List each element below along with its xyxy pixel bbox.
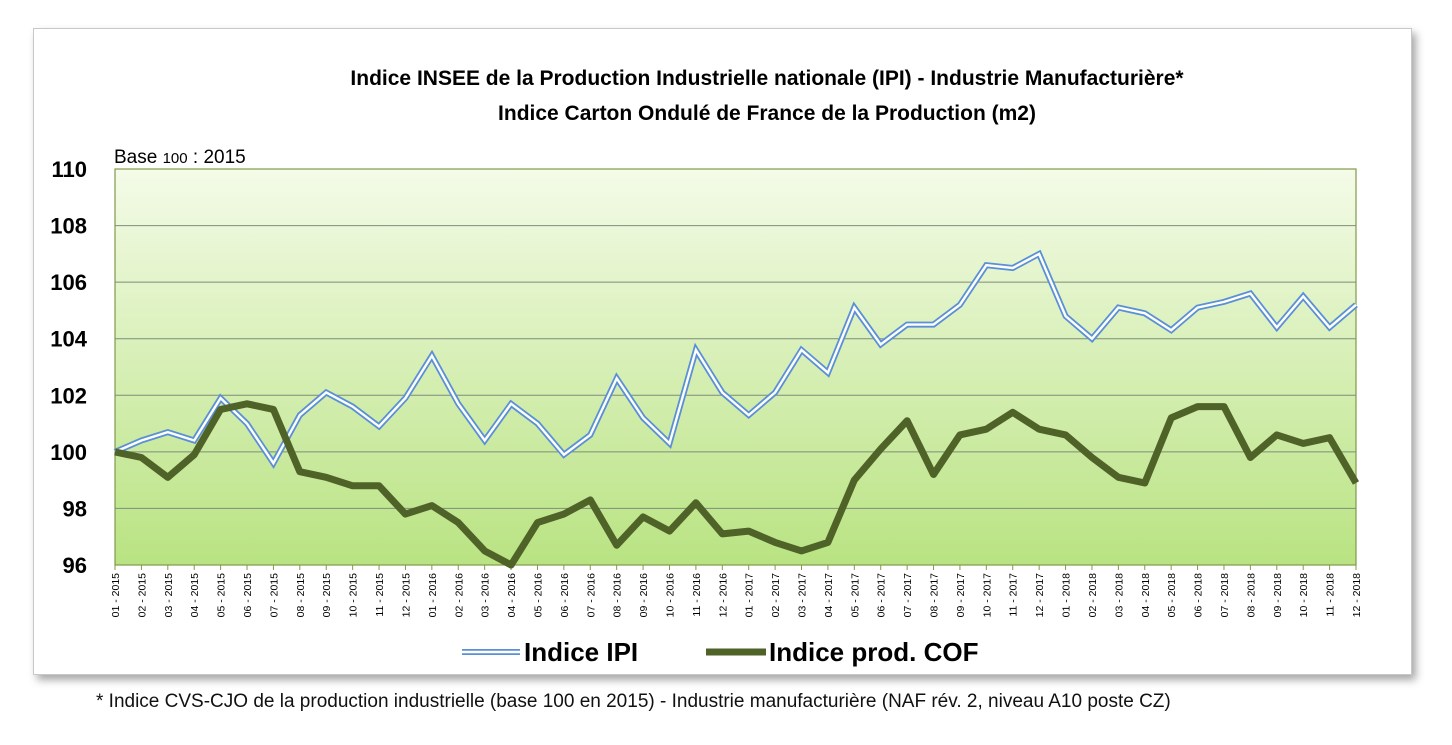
- series-ipi: [113, 249, 1358, 469]
- x-tick-label: 02 - 2016: [453, 573, 465, 618]
- y-tick-label: 98: [63, 496, 87, 521]
- series-cof: [114, 400, 1360, 569]
- x-tick-label: 10 - 2017: [981, 573, 993, 618]
- x-tick-label: 03 - 2017: [797, 573, 809, 618]
- x-tick-label: 10 - 2018: [1298, 573, 1310, 618]
- y-tick-label: 106: [50, 270, 87, 295]
- x-tick-label: 11 - 2015: [374, 573, 386, 617]
- x-tick-label: 01 - 2018: [1061, 573, 1073, 618]
- x-tick-label: 03 - 2016: [480, 573, 492, 618]
- series-line-cof: [114, 400, 1360, 569]
- x-tick-label: 11 - 2017: [1008, 573, 1020, 617]
- legend-label-ipi: Indice IPI: [524, 637, 638, 667]
- x-tick-label: 11 - 2016: [691, 573, 703, 617]
- x-tick-label: 12 - 2018: [1351, 573, 1363, 618]
- x-tick-label: 03 - 2015: [163, 573, 175, 618]
- x-tick-label: 08 - 2018: [1245, 573, 1257, 618]
- x-tick-label: 09 - 2017: [955, 573, 967, 618]
- x-tick-label: 05 - 2017: [849, 573, 861, 618]
- footnote: * Indice CVS-CJO de la production indust…: [96, 691, 1171, 712]
- chart-frame: Indice INSEE de la Production Industriel…: [33, 28, 1412, 675]
- x-tick-label: 11 - 2018: [1325, 573, 1337, 617]
- x-tick-label: 06 - 2015: [242, 573, 254, 618]
- x-tick-label: 05 - 2016: [532, 573, 544, 618]
- y-tick-label: 100: [50, 440, 87, 465]
- y-tick-label: 108: [50, 214, 87, 239]
- x-tick-label: 09 - 2015: [321, 573, 333, 618]
- x-tick-label: 07 - 2017: [902, 573, 914, 618]
- y-tick-label: 104: [50, 327, 87, 352]
- x-tick-label: 01 - 2015: [110, 573, 122, 618]
- y-axis-ticks: 96 98 100 102 104 106 108 110: [50, 157, 87, 578]
- x-tick-label: 04 - 2016: [506, 573, 518, 618]
- x-tick-label: 03 - 2018: [1113, 573, 1125, 618]
- x-tick-label: 04 - 2017: [823, 573, 835, 618]
- x-tick-label: 09 - 2016: [638, 573, 650, 618]
- base-note: Base 100 : 2015: [114, 147, 246, 168]
- plot-area: [114, 168, 1357, 566]
- x-tick-label: 09 - 2018: [1272, 573, 1284, 618]
- x-tick-label: 12 - 2017: [1034, 573, 1046, 618]
- chart-title-line-1: Indice INSEE de la Production Industriel…: [350, 67, 1184, 90]
- legend: Indice IPI Indice prod. COF: [462, 637, 978, 667]
- x-tick-label: 06 - 2016: [559, 573, 571, 618]
- y-tick-label: 110: [52, 157, 88, 182]
- x-tick-label: 12 - 2016: [717, 573, 729, 618]
- x-tick-label: 02 - 2017: [770, 573, 782, 618]
- x-tick-label: 04 - 2015: [189, 573, 201, 618]
- x-tick-label: 07 - 2015: [268, 573, 280, 618]
- x-tick-label: 05 - 2015: [216, 573, 228, 618]
- x-tick-label: 07 - 2016: [585, 573, 597, 618]
- chart-title-line-2: Indice Carton Ondulé de France de la Pro…: [498, 102, 1036, 125]
- x-tick-label: 10 - 2016: [664, 573, 676, 618]
- legend-label-cof: Indice prod. COF: [769, 637, 978, 667]
- x-tick-label: 01 - 2017: [744, 573, 756, 618]
- x-tick-label: 08 - 2015: [295, 573, 307, 618]
- legend-item-ipi: Indice IPI: [462, 637, 638, 667]
- x-tick-label: 07 - 2018: [1219, 573, 1231, 618]
- y-tick-label: 102: [50, 383, 87, 408]
- x-tick-label: 02 - 2015: [136, 573, 148, 618]
- x-tick-label: 05 - 2018: [1166, 573, 1178, 618]
- series-layer: [113, 249, 1360, 569]
- line-chart: Indice INSEE de la Production Industriel…: [50, 67, 1363, 667]
- x-tick-label: 06 - 2018: [1193, 573, 1205, 618]
- x-tick-label: 06 - 2017: [876, 573, 888, 618]
- series-line-ipi-inner: [114, 252, 1357, 466]
- x-axis-ticks: 01 - 2015 02 - 2015 03 - 2015 04 - 2015 05 -…: [110, 565, 1363, 617]
- x-tick-label: 04 - 2018: [1140, 573, 1152, 618]
- y-tick-label: 96: [63, 553, 87, 578]
- legend-item-cof: Indice prod. COF: [706, 637, 978, 667]
- x-tick-label: 02 - 2018: [1087, 573, 1099, 618]
- x-tick-label: 12 - 2015: [400, 573, 412, 618]
- x-tick-label: 01 - 2016: [427, 573, 439, 618]
- x-tick-label: 08 - 2017: [929, 573, 941, 618]
- x-tick-label: 10 - 2015: [348, 573, 360, 618]
- x-tick-label: 08 - 2016: [612, 573, 624, 618]
